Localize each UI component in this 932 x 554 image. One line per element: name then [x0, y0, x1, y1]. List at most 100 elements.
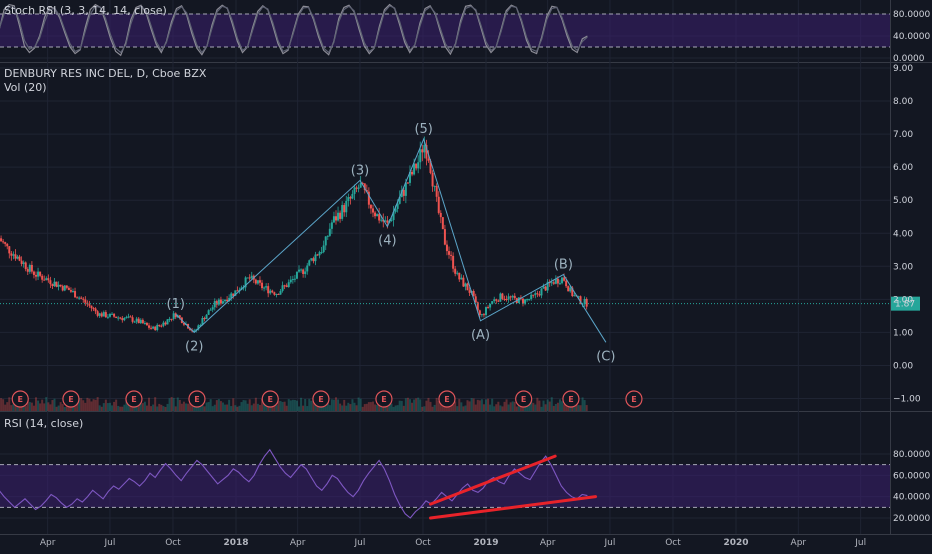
volume-bar: [152, 405, 154, 411]
candle-body: [415, 164, 417, 169]
candle-body: [12, 254, 14, 255]
candle-body: [308, 260, 310, 265]
volume-bar: [557, 403, 559, 411]
volume-bar: [413, 399, 415, 411]
wave-label: (B): [554, 258, 573, 273]
volume-bar: [580, 405, 582, 411]
volume-bar: [105, 400, 107, 411]
candle-body: [152, 327, 154, 329]
candle-body: [528, 299, 530, 300]
candle-body: [82, 299, 84, 300]
volume-bar: [80, 398, 82, 411]
volume-bar: [156, 406, 158, 411]
candle-body: [358, 188, 360, 189]
candle-body: [339, 213, 341, 219]
candle-body: [160, 326, 162, 327]
candle-body: [337, 213, 339, 221]
volume-bar: [434, 405, 436, 411]
candle-body: [249, 277, 251, 278]
candle-body: [148, 325, 150, 327]
candle-body: [41, 276, 43, 280]
price-tick-label: 6.00: [893, 163, 913, 173]
volume-bar: [167, 404, 169, 411]
candle-body: [51, 284, 53, 286]
last-price-label: 1.87: [895, 300, 915, 310]
candle-body: [306, 265, 308, 271]
candle-body: [586, 299, 588, 307]
candle-body: [45, 278, 47, 280]
candle-body: [331, 222, 333, 228]
volume-bar: [538, 401, 540, 411]
date-label: Apr: [290, 538, 306, 548]
volume-bar: [162, 406, 164, 411]
price-tick-label: 9.00: [893, 64, 913, 74]
wave-label: (5): [414, 122, 432, 137]
candle-body: [169, 319, 171, 320]
volume-bar: [577, 405, 579, 411]
volume-bar: [360, 399, 362, 411]
candle-body: [164, 323, 166, 325]
volume-bar: [212, 406, 214, 411]
volume-bar: [510, 402, 512, 411]
volume-bar: [584, 400, 586, 411]
volume-bar: [304, 399, 306, 411]
volume-bar: [436, 398, 438, 411]
candle-body: [214, 301, 216, 307]
volume-bar: [35, 397, 37, 411]
volume-bar: [421, 407, 423, 411]
volume-bar: [45, 397, 47, 411]
candle-body: [257, 280, 259, 283]
volume-bar: [427, 398, 429, 411]
candle-body: [584, 299, 586, 304]
volume-bar: [173, 398, 175, 411]
candle-body: [356, 188, 358, 189]
wave-label: (4): [378, 234, 396, 249]
candle-body: [479, 310, 481, 315]
volume-bar: [148, 398, 150, 411]
candle-body: [33, 272, 35, 275]
candle-body: [296, 272, 298, 279]
candle-body: [109, 314, 111, 317]
candle-body: [60, 285, 62, 286]
volume-bar: [403, 406, 405, 411]
candle-body: [273, 292, 275, 294]
date-label: Apr: [791, 538, 807, 548]
earnings-marker-label: E: [444, 395, 449, 404]
candle-body: [140, 320, 142, 323]
volume-bar: [390, 404, 392, 411]
candle-body: [167, 319, 169, 324]
volume-bar: [234, 405, 236, 411]
candle-body: [99, 313, 101, 316]
volume-bar: [411, 403, 413, 411]
candle-body: [21, 261, 23, 264]
volume-bar: [409, 399, 411, 411]
volume-bar: [298, 406, 300, 411]
volume-bar: [230, 406, 232, 411]
candle-body: [113, 314, 115, 317]
volume-bar: [51, 400, 53, 411]
candle-body: [236, 290, 238, 291]
candle-body: [522, 299, 524, 304]
volume-bar: [423, 406, 425, 411]
volume-bar: [31, 403, 33, 411]
candle-body: [460, 278, 462, 280]
candle-body: [530, 295, 532, 299]
candle-body: [220, 300, 222, 304]
candle-body: [90, 306, 92, 308]
volume-bar: [483, 404, 485, 411]
date-label: 2019: [473, 538, 498, 548]
candle-body: [265, 286, 267, 287]
candle-body: [288, 282, 290, 287]
candle-body: [569, 288, 571, 292]
candle-body: [319, 252, 321, 255]
candle-body: [452, 256, 454, 269]
wave-label: (A): [471, 328, 490, 343]
candle-body: [559, 283, 561, 284]
price-tick-label: 1.00: [893, 328, 913, 338]
volume-bar: [39, 403, 41, 411]
candle-body: [390, 220, 392, 221]
volume-bar: [582, 397, 584, 411]
candle-body: [269, 291, 271, 294]
